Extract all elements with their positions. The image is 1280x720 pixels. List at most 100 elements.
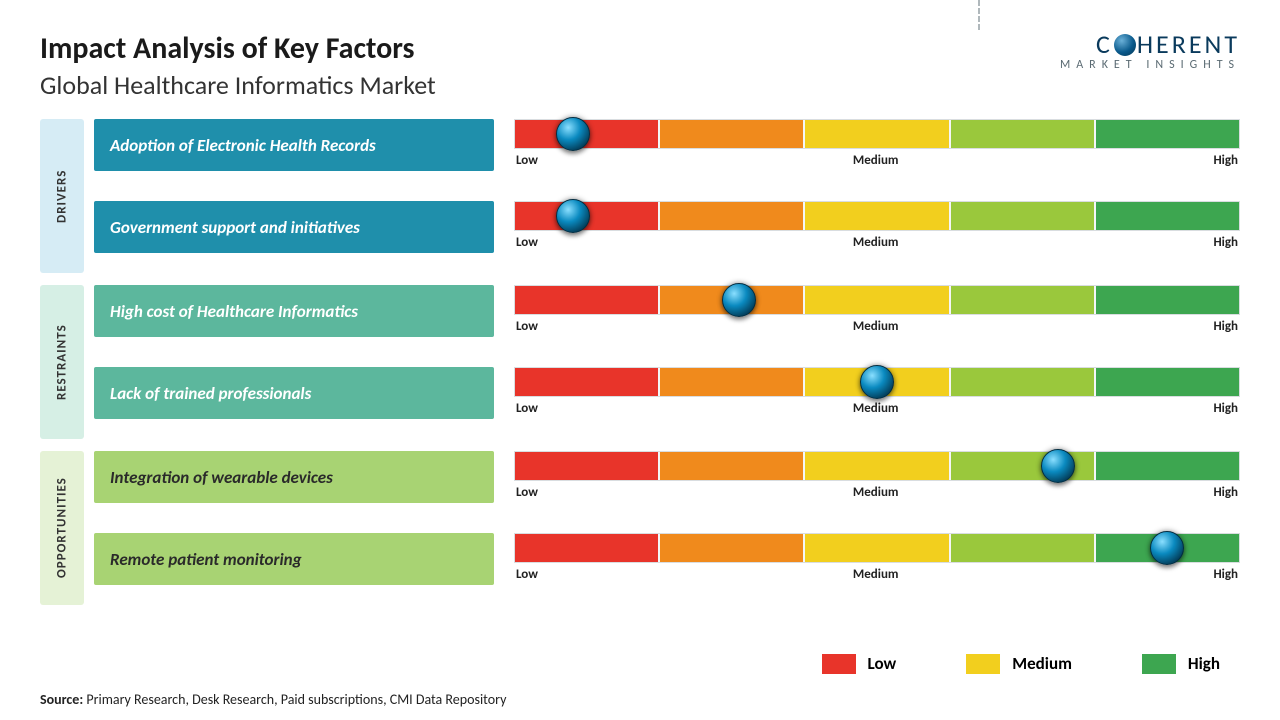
scale-segment (660, 202, 803, 230)
group-rows: High cost of Healthcare Informatics Low Me… (94, 285, 1240, 439)
scale-segment (1096, 452, 1239, 480)
source-citation: Source: Primary Research, Desk Research,… (40, 691, 506, 708)
factor-row: Government support and initiativesLowMed… (94, 201, 1240, 273)
scale-segment (515, 452, 658, 480)
legend-item: High (1142, 653, 1220, 674)
scale-segment (805, 286, 948, 314)
scale-knob[interactable] (1150, 531, 1184, 565)
factor-group: RESTRAINTSHigh cost of Healthcare Inform… (40, 285, 1240, 439)
group-label: DRIVERS (40, 119, 84, 273)
scale-ticks: LowMediumHigh (514, 567, 1240, 582)
source-label: Source: (40, 691, 83, 708)
scale-segment (660, 452, 803, 480)
legend: Low Medium High (822, 653, 1220, 674)
scale-segment (1096, 120, 1239, 148)
scale-segment (805, 534, 948, 562)
tick-label: Medium (853, 567, 899, 582)
impact-scale: LowMediumHigh (514, 533, 1240, 582)
logo-pre: C (1096, 28, 1113, 60)
scale-segment (805, 452, 948, 480)
scale-segment (660, 534, 803, 562)
factor-group: DRIVERSAdoption of Electronic Health Rec… (40, 119, 1240, 273)
tick-label: Medium (853, 485, 899, 500)
legend-item: Medium (966, 653, 1072, 674)
scale-ticks: Low Medium High (514, 485, 1240, 500)
tick-label: Medium (853, 319, 899, 334)
factor-group: OPPORTUNITIESIntegration of wearable dev… (40, 451, 1240, 605)
scale-segment (515, 286, 658, 314)
factor-rows: DRIVERSAdoption of Electronic Health Rec… (40, 119, 1240, 617)
scale-track[interactable] (514, 119, 1240, 149)
legend-swatch (966, 654, 1000, 674)
scale-segment (951, 120, 1094, 148)
group-label: RESTRAINTS (40, 285, 84, 439)
legend-label: High (1188, 653, 1220, 674)
tick-label: High (1213, 401, 1238, 416)
header-divider (978, 0, 980, 30)
scale-segment (1096, 202, 1239, 230)
scale-segment (951, 286, 1094, 314)
scale-track[interactable] (514, 201, 1240, 231)
logo-text: C HERENT (1060, 28, 1240, 60)
tick-label: Low (516, 485, 538, 500)
scale-ticks: Low Medium High (514, 401, 1240, 416)
scale-track[interactable] (514, 533, 1240, 563)
scale-segment (1096, 286, 1239, 314)
scale-knob[interactable] (556, 199, 590, 233)
scale-track[interactable] (514, 367, 1240, 397)
factor-label: Government support and initiatives (94, 201, 494, 253)
factor-label: Lack of trained professionals (94, 367, 494, 419)
page-subtitle: Global Healthcare Informatics Market (40, 69, 1240, 101)
brand-logo: C HERENT MARKET INSIGHTS (1060, 28, 1240, 72)
group-rows: Adoption of Electronic Health Records Low… (94, 119, 1240, 273)
scale-knob[interactable] (556, 117, 590, 151)
legend-swatch (822, 654, 856, 674)
scale-segment (515, 534, 658, 562)
scale-ticks: LowMediumHigh (514, 153, 1240, 168)
scale-segment (660, 120, 803, 148)
scale-segment (1096, 368, 1239, 396)
source-text: Primary Research, Desk Research, Paid su… (86, 691, 506, 708)
factor-label: High cost of Healthcare Informatics (94, 285, 494, 337)
factor-row: Lack of trained professionals Low Medium Hi… (94, 367, 1240, 439)
scale-segment (951, 534, 1094, 562)
scale-track[interactable] (514, 451, 1240, 481)
impact-scale: Low Medium High (514, 451, 1240, 500)
factor-row: Integration of wearable devices Low Medium… (94, 451, 1240, 523)
globe-icon (1114, 34, 1136, 56)
scale-track[interactable] (514, 285, 1240, 315)
factor-row: Adoption of Electronic Health Records Low… (94, 119, 1240, 191)
impact-scale: LowMediumHigh (514, 201, 1240, 250)
tick-label: Low (516, 153, 538, 168)
tick-label: Medium (853, 235, 899, 250)
factor-label: Remote patient monitoring (94, 533, 494, 585)
scale-knob[interactable] (860, 365, 894, 399)
impact-scale: Low Medium High (514, 285, 1240, 334)
logo-post: HERENT (1137, 28, 1240, 60)
tick-label: High (1213, 153, 1238, 168)
impact-scale: LowMediumHigh (514, 119, 1240, 168)
group-rows: Integration of wearable devices Low Medium… (94, 451, 1240, 605)
group-label: OPPORTUNITIES (40, 451, 84, 605)
scale-segment (515, 368, 658, 396)
tick-label: Low (516, 567, 538, 582)
tick-label: Low (516, 401, 538, 416)
legend-swatch (1142, 654, 1176, 674)
scale-segment (660, 368, 803, 396)
scale-knob[interactable] (1041, 449, 1075, 483)
factor-label: Adoption of Electronic Health Records (94, 119, 494, 171)
tick-label: High (1213, 319, 1238, 334)
scale-knob[interactable] (722, 283, 756, 317)
tick-label: Medium (853, 401, 899, 416)
factor-label: Integration of wearable devices (94, 451, 494, 503)
tick-label: High (1213, 235, 1238, 250)
legend-item: Low (822, 653, 897, 674)
legend-label: Medium (1012, 653, 1072, 674)
factor-row: Remote patient monitoringLowMediumHigh (94, 533, 1240, 605)
impact-scale: Low Medium High (514, 367, 1240, 416)
scale-segment (951, 368, 1094, 396)
scale-segment (951, 202, 1094, 230)
tick-label: High (1213, 485, 1238, 500)
logo-subtext: MARKET INSIGHTS (1060, 58, 1240, 72)
tick-label: Low (516, 319, 538, 334)
